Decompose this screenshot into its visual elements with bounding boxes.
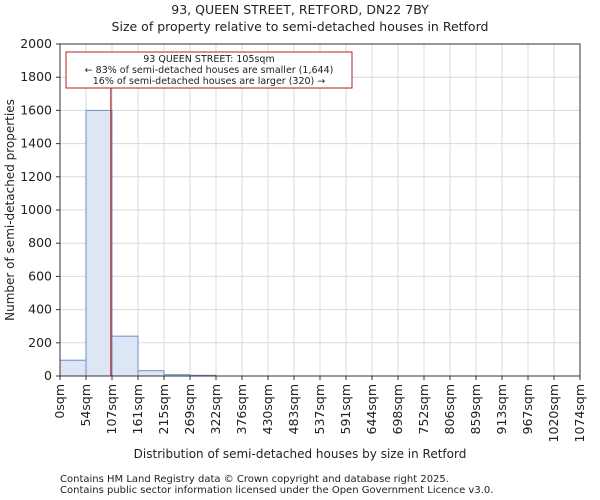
- x-tick-label: 1020sqm: [546, 384, 561, 442]
- x-tick-label: 913sqm: [494, 384, 509, 434]
- y-tick-label: 1200: [20, 169, 52, 184]
- x-tick-label: 161sqm: [130, 384, 145, 434]
- x-tick-label: 215sqm: [156, 384, 171, 434]
- bar: [111, 335, 139, 377]
- grid-lines: [60, 43, 580, 377]
- x-tick-label: 806sqm: [442, 384, 457, 434]
- x-axis-ticks: 0sqm 54sqm 107sqm 161sqm 215sqm 269sqm 322sqm 3…: [52, 376, 587, 442]
- bar: [137, 370, 165, 377]
- y-axis-ticks: 0 200 400 600 800 1000 1200 1400 1600 1800 2000: [20, 36, 60, 383]
- x-tick-label: 430sqm: [260, 384, 275, 434]
- annotation-box: 93 QUEEN STREET: 105sqm ← 83% of semi-de…: [65, 51, 353, 89]
- x-tick-label: 107sqm: [104, 384, 119, 434]
- bars: [59, 109, 217, 377]
- y-tick-label: 1600: [20, 102, 52, 117]
- y-tick-label: 1800: [20, 69, 52, 84]
- x-tick-label: 483sqm: [286, 384, 301, 434]
- chart-subtitle: Size of property relative to semi-detach…: [112, 19, 489, 34]
- x-tick-label: 644sqm: [364, 384, 379, 434]
- bar: [59, 359, 87, 377]
- x-tick-label: 1074sqm: [572, 384, 587, 442]
- x-tick-label: 859sqm: [468, 384, 483, 434]
- x-tick-label: 967sqm: [520, 384, 535, 434]
- y-tick-label: 800: [28, 235, 52, 250]
- annotation-frame: [65, 51, 353, 89]
- y-tick-label: 2000: [20, 36, 52, 51]
- x-tick-label: 269sqm: [182, 384, 197, 434]
- annotation-line-3: 16% of semi-detached houses are larger (…: [93, 76, 326, 87]
- footer-line-1: Contains HM Land Registry data © Crown c…: [60, 474, 449, 485]
- y-tick-label: 400: [28, 302, 52, 317]
- y-tick-label: 1400: [20, 136, 52, 151]
- chart-title: 93, QUEEN STREET, RETFORD, DN22 7BY: [171, 2, 429, 17]
- y-tick-label: 600: [28, 268, 52, 283]
- x-tick-label: 591sqm: [338, 384, 353, 434]
- x-tick-label: 537sqm: [312, 384, 327, 434]
- x-tick-label: 698sqm: [390, 384, 405, 434]
- x-tick-label: 752sqm: [416, 384, 431, 434]
- x-axis-label: Distribution of semi-detached houses by …: [134, 447, 467, 461]
- annotation-line-1: 93 QUEEN STREET: 105sqm: [143, 54, 274, 65]
- y-tick-label: 200: [28, 335, 52, 350]
- x-tick-label: 376sqm: [234, 384, 249, 434]
- y-tick-label: 0: [44, 368, 52, 383]
- annotation-line-2: ← 83% of semi-detached houses are smalle…: [85, 65, 334, 76]
- x-tick-label: 322sqm: [208, 384, 223, 434]
- footer-line-2: Contains public sector information licen…: [60, 485, 493, 496]
- y-tick-label: 1000: [20, 202, 52, 217]
- x-tick-label: 0sqm: [52, 384, 67, 419]
- bar: [85, 109, 113, 377]
- plot-frame: [59, 43, 581, 377]
- y-axis-label: Number of semi-detached properties: [3, 99, 17, 321]
- x-tick-label: 54sqm: [78, 384, 93, 427]
